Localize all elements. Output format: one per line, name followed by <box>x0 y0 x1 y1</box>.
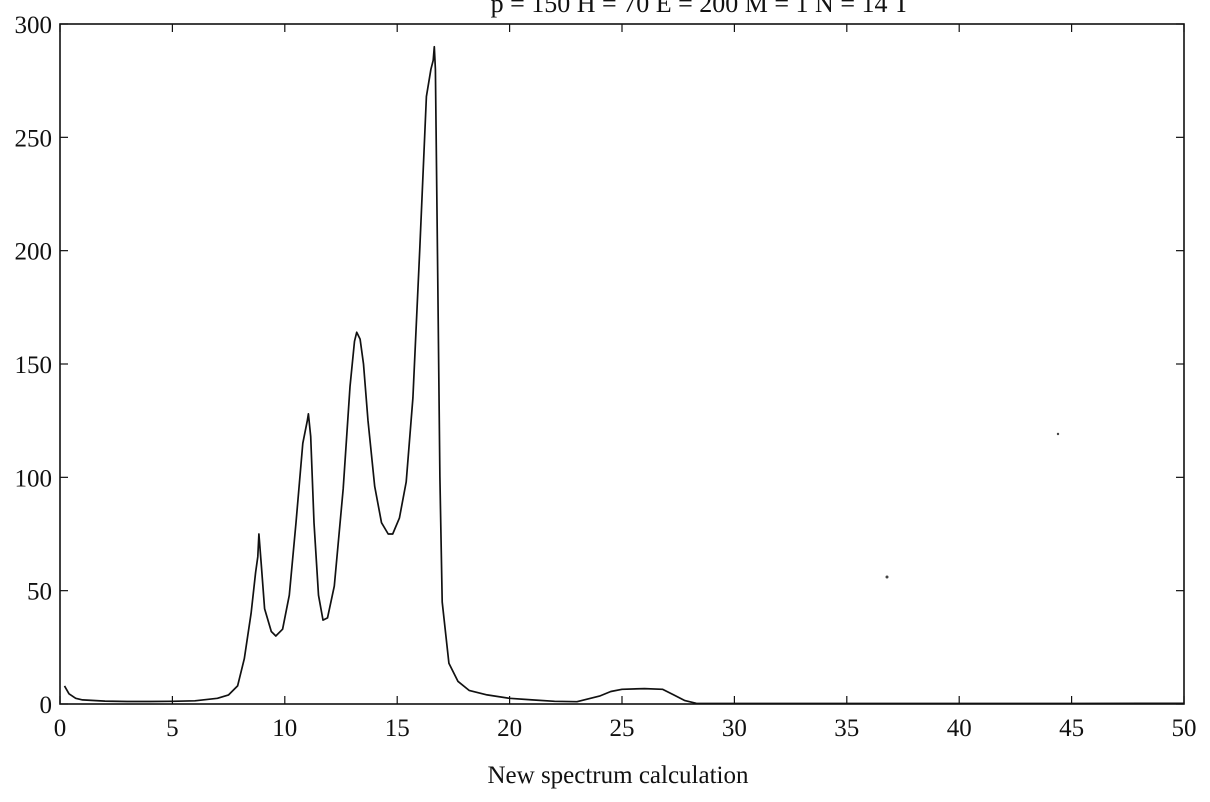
x-axis: 0 5 10 15 20 25 30 35 40 45 50 <box>54 24 1197 742</box>
y-axis: 0 50 100 150 200 250 300 <box>15 12 1184 719</box>
y-tick-label: 150 <box>15 352 53 379</box>
y-tick-label: 100 <box>15 465 53 492</box>
x-tick-label: 35 <box>834 715 859 742</box>
x-tick-label: 20 <box>497 715 522 742</box>
scan-speck <box>885 575 889 579</box>
y-tick-label: 200 <box>15 239 53 266</box>
spectrum-line <box>63 45 1185 705</box>
x-tick-label: 0 <box>54 715 67 742</box>
x-tick-label: 50 <box>1172 715 1197 742</box>
x-axis-label: New spectrum calculation <box>487 762 749 789</box>
x-tick-label: 40 <box>947 715 972 742</box>
y-tick-label: 50 <box>27 579 52 606</box>
x-tick-label: 45 <box>1059 715 1084 742</box>
x-tick-label: 25 <box>610 715 635 742</box>
plot-frame <box>59 23 1185 705</box>
x-tick-label: 5 <box>166 715 179 742</box>
y-tick-label: 250 <box>15 125 53 152</box>
y-tick-label: 0 <box>40 692 53 719</box>
x-tick-label: 15 <box>385 715 410 742</box>
chart-title: p = 150 H = 70 E = 200 M = 1 N = 14 T <box>491 0 910 18</box>
x-tick-label: 30 <box>722 715 747 742</box>
x-tick-label: 10 <box>272 715 297 742</box>
y-tick-label: 300 <box>15 12 53 39</box>
scan-speck <box>1056 432 1060 436</box>
